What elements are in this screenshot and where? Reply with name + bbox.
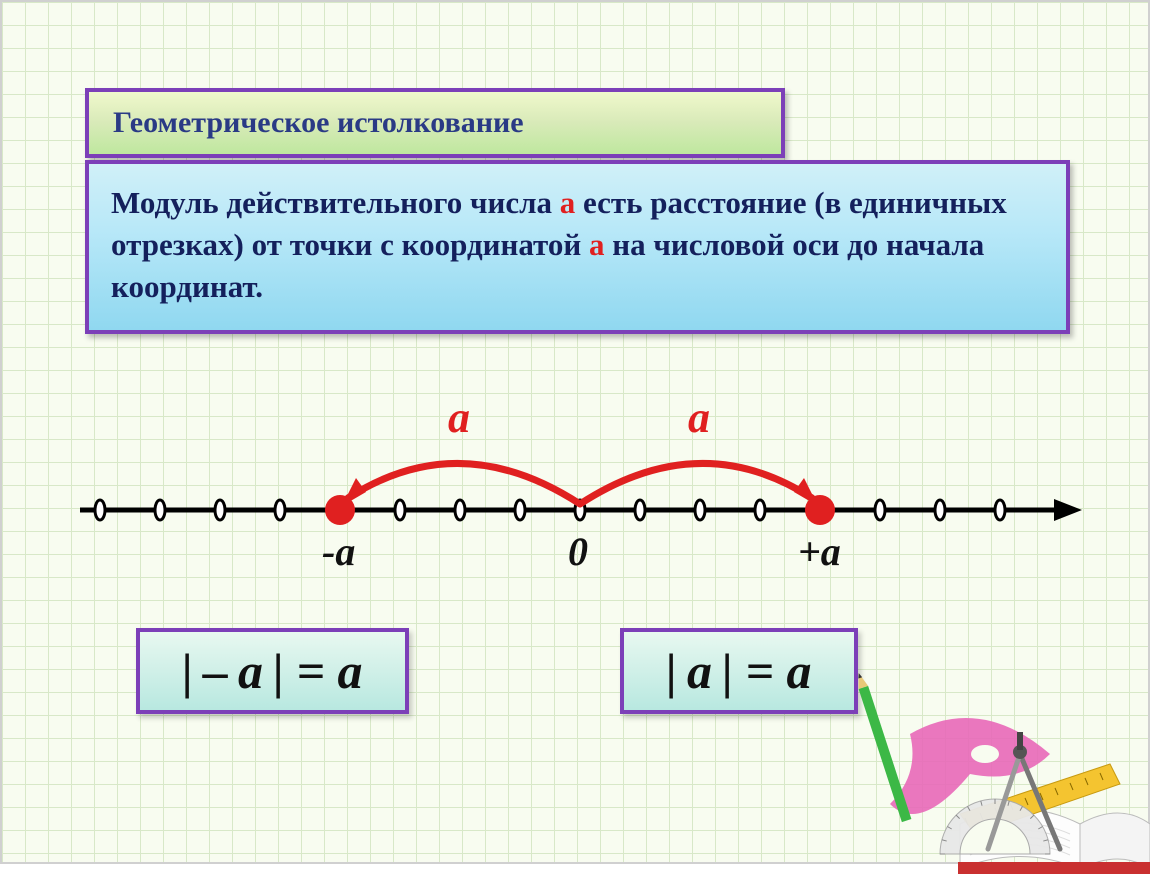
def-part1: Модуль действительного числа — [111, 185, 560, 220]
def-a2: а — [589, 227, 605, 262]
formula-neg-a: | – a | = a — [136, 628, 409, 714]
stationery-clipart — [820, 634, 1150, 874]
def-a1: а — [560, 185, 576, 220]
arc-label-left: а — [448, 392, 470, 443]
title-box: Геометрическое истолкование — [85, 88, 785, 158]
axis-label-pos: +а — [798, 528, 841, 575]
axis-label-neg: -а — [322, 528, 355, 575]
formula-left-text: | – a | = a — [182, 643, 363, 699]
axis-label-zero: 0 — [568, 528, 588, 575]
number-line-diagram: а а -а 0 +а — [60, 390, 1090, 610]
title-text: Геометрическое истолкование — [113, 106, 524, 139]
diagram-svg — [60, 390, 1090, 610]
formula-right-text: | a | = a — [666, 643, 812, 699]
definition-box: Модуль действительного числа а есть расс… — [85, 160, 1070, 334]
arc-label-right: а — [688, 392, 710, 443]
